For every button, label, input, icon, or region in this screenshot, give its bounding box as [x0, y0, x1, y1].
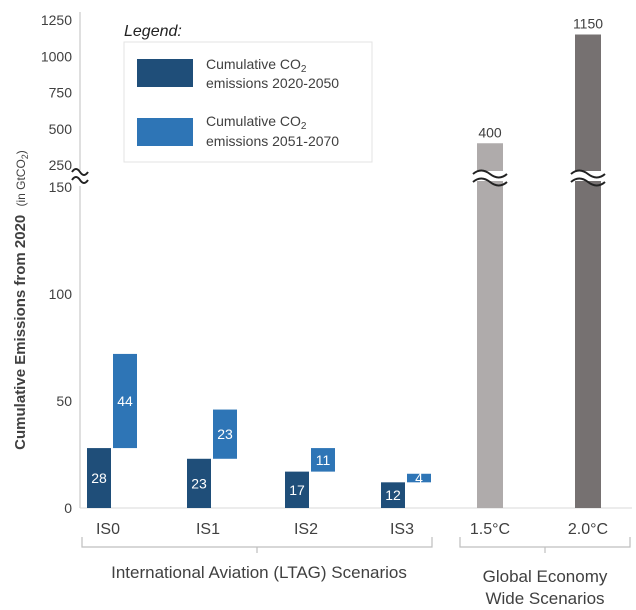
- y-axis-break-icon: [71, 168, 89, 184]
- bar-value-label: 12: [385, 487, 401, 503]
- bar-2020-2050: [285, 471, 309, 508]
- y-axis-title-main: Cumulative Emissions from 2020: [12, 215, 29, 450]
- legend-entry-1-line2: emissions 2020-2050: [206, 75, 339, 91]
- category-label: 2.0°C: [568, 521, 608, 538]
- bar-break-gap: [569, 171, 607, 181]
- y-tick-label: 500: [49, 121, 73, 137]
- bar-value-label: 4: [415, 470, 423, 486]
- group-label-aviation: International Aviation (LTAG) Scenarios: [111, 563, 407, 582]
- y-tick-label: 50: [56, 393, 72, 409]
- bar-global-scenario: [477, 143, 503, 508]
- y-axis-title: Cumulative Emissions from 2020 (in GtCO2…: [12, 150, 30, 450]
- bar-value-label: 11: [316, 452, 331, 468]
- bar-value-label: 400: [478, 124, 502, 140]
- y-tick-label: 250: [49, 157, 73, 173]
- bar-global-scenario: [575, 34, 601, 508]
- bar-2051-2070: [113, 353, 137, 449]
- y-tick-label: 100: [49, 286, 73, 302]
- y-tick-label: 1000: [41, 48, 72, 64]
- legend: Legend: Cumulative CO2 emissions 2020-20…: [123, 23, 373, 163]
- y-axis-unit-sub: 2: [20, 154, 30, 159]
- bar-break-icon: [472, 169, 508, 187]
- category-label: IS0: [96, 521, 120, 538]
- bar-value-label: 44: [117, 393, 133, 409]
- y-axis-unit: (in GtCO: [14, 159, 28, 206]
- bar-2051-2070: [311, 448, 335, 472]
- group-label-global-line2: Wide Scenarios: [485, 589, 604, 608]
- category-label: IS1: [196, 521, 220, 538]
- category-labels: IS0 IS1 IS2 IS3 1.5°C 2.0°C: [96, 521, 608, 538]
- y-axis-ticks: 0 50 100 150 250 500 750 1000 1250: [41, 12, 72, 516]
- bar-value-label: 23: [217, 426, 233, 442]
- bar-value-label: 1150: [573, 16, 603, 32]
- category-label: IS3: [390, 521, 414, 538]
- y-axis-unit-suffix: ): [14, 150, 28, 154]
- category-label: IS2: [294, 521, 318, 538]
- legend-swatch-2051-2070: [137, 118, 193, 146]
- bar-break-gap: [471, 171, 509, 181]
- legend-entry-1-line1: Cumulative CO2: [206, 56, 307, 75]
- legend-entry-2-line1: Cumulative CO2: [206, 113, 307, 132]
- legend-swatch-2020-2050: [137, 59, 193, 87]
- y-tick-label: 1250: [41, 12, 72, 28]
- group-bracket-global: [459, 537, 631, 553]
- bar-2020-2050: [187, 458, 211, 508]
- bar-2051-2070: [213, 409, 237, 459]
- legend-title: Legend:: [124, 23, 182, 40]
- group-bracket-aviation: [81, 537, 433, 553]
- bar-value-label: 28: [91, 470, 107, 486]
- bar-2020-2050: [381, 482, 405, 508]
- bars: 28 44 23 23 17 11 12 4 400 1150: [87, 16, 607, 508]
- group-label-global-line1: Global Economy: [483, 567, 608, 586]
- y-tick-label: 150: [49, 179, 73, 195]
- bar-value-label: 17: [289, 482, 305, 498]
- legend-entry-2-line2: emissions 2051-2070: [206, 133, 339, 149]
- y-tick-label: 0: [64, 500, 72, 516]
- bar-2051-2070: [407, 473, 431, 483]
- bar-2020-2050: [87, 448, 111, 508]
- category-label: 1.5°C: [470, 521, 510, 538]
- y-tick-label: 750: [49, 85, 73, 101]
- bar-break-icon: [570, 169, 606, 187]
- bar-value-label: 23: [191, 475, 207, 491]
